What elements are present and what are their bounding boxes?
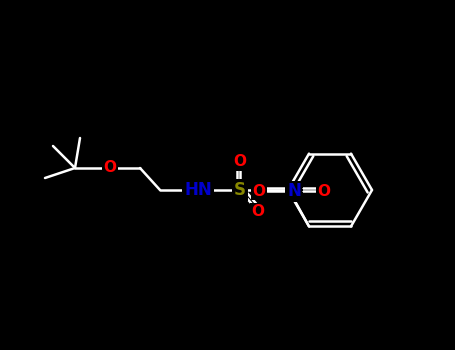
Text: O: O: [103, 161, 116, 175]
Text: HN: HN: [184, 181, 212, 199]
Text: N: N: [287, 182, 301, 200]
Text: O: O: [252, 204, 264, 219]
Text: O: O: [318, 184, 330, 199]
Text: O: O: [233, 154, 247, 169]
Text: O: O: [253, 184, 266, 199]
Text: S: S: [234, 181, 246, 199]
Text: =: =: [301, 184, 311, 197]
